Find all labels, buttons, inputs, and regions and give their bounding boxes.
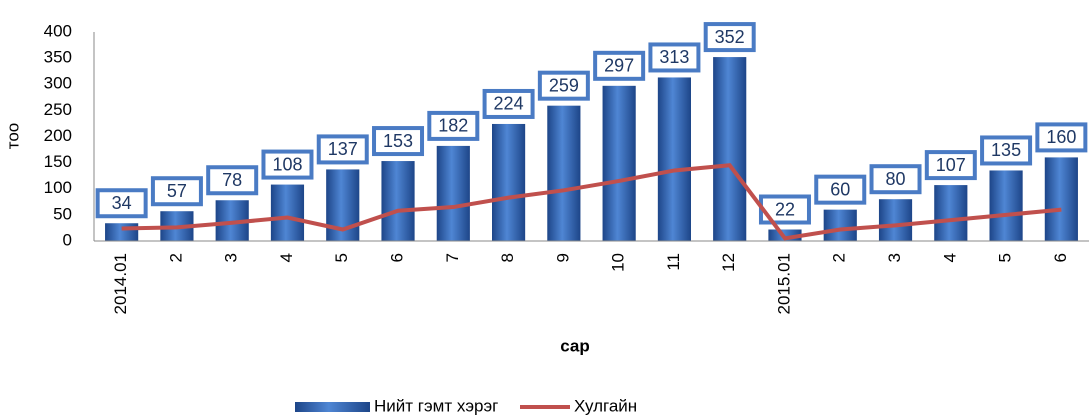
bar <box>823 209 857 241</box>
value-label-box <box>703 22 756 53</box>
value-label-box <box>372 126 425 157</box>
value-label-box <box>95 188 148 219</box>
bar <box>492 123 526 241</box>
x-tick-label: 12 <box>719 253 738 272</box>
x-axis-label: сар <box>560 336 590 355</box>
value-label-box <box>427 110 480 141</box>
x-tick-label: 9 <box>553 253 572 262</box>
value-label-box <box>869 164 922 195</box>
value-label: 224 <box>494 94 524 114</box>
value-label-box <box>814 174 867 205</box>
value-label-box <box>648 42 701 73</box>
x-tick-label: 7 <box>443 253 462 262</box>
bar <box>436 145 470 241</box>
y-tick-label: 150 <box>44 152 72 171</box>
x-tick-label: 2 <box>830 253 849 262</box>
y-tick-label: 200 <box>44 126 72 145</box>
value-label-box <box>261 149 314 180</box>
x-tick-label: 11 <box>664 253 683 271</box>
y-tick-label: 350 <box>44 48 72 67</box>
value-label: 160 <box>1046 127 1076 147</box>
value-label: 22 <box>775 199 795 219</box>
bar <box>381 161 415 241</box>
x-tick-label: 3 <box>885 253 904 262</box>
value-label: 108 <box>272 154 302 174</box>
value-label-box <box>537 70 590 101</box>
y-tick-label: 300 <box>44 74 72 93</box>
bar <box>547 105 581 241</box>
value-label: 135 <box>991 140 1021 160</box>
line <box>121 163 1062 241</box>
value-label: 297 <box>604 56 634 76</box>
x-tick-label: 2015.01 <box>774 253 793 314</box>
value-label: 259 <box>549 75 579 95</box>
value-label: 137 <box>328 139 358 159</box>
value-label: 80 <box>886 169 906 189</box>
x-tick-label: 6 <box>388 253 407 262</box>
bar <box>713 57 747 241</box>
bar <box>1044 157 1078 241</box>
x-tick-label: 5 <box>332 253 351 262</box>
bar <box>934 185 968 241</box>
x-tick-label: 6 <box>1051 253 1070 262</box>
bar <box>657 77 691 242</box>
bar <box>270 184 305 241</box>
x-tick-label: 4 <box>277 253 296 262</box>
value-label-box <box>924 150 977 181</box>
value-label: 313 <box>659 47 689 67</box>
y-axis-label: тоо <box>3 123 22 150</box>
y-tick-label: 0 <box>63 230 72 249</box>
x-tick-label: 10 <box>609 253 628 272</box>
value-label: 182 <box>438 116 468 136</box>
value-label: 107 <box>936 155 966 175</box>
value-label: 153 <box>383 131 413 151</box>
bar <box>989 170 1023 241</box>
y-tick-label: 400 <box>44 21 72 40</box>
legend-label: Нийт гэмт хэрэг <box>374 396 498 415</box>
value-label-box <box>206 165 259 196</box>
value-label-box <box>593 50 646 81</box>
x-tick-label: 2 <box>166 253 185 262</box>
value-label-box <box>1035 122 1088 153</box>
legend-swatch <box>295 402 370 412</box>
value-label-box <box>980 135 1033 166</box>
value-label: 352 <box>715 27 745 47</box>
x-tick-label: 5 <box>996 253 1015 262</box>
value-label: 34 <box>112 193 132 213</box>
y-tick-label: 250 <box>44 100 72 119</box>
bar <box>878 199 913 241</box>
x-tick-label: 8 <box>498 253 517 262</box>
value-label-box <box>482 88 535 119</box>
value-label: 57 <box>167 181 187 201</box>
x-tick-label: 2014.01 <box>111 253 130 314</box>
x-tick-label: 4 <box>940 253 959 262</box>
value-label-box <box>150 176 203 207</box>
bar <box>105 223 139 241</box>
value-label: 78 <box>222 170 242 190</box>
y-tick-label: 50 <box>53 204 72 223</box>
legend-label: Хулгайн <box>574 396 637 415</box>
bar <box>602 85 636 241</box>
y-tick-label: 100 <box>44 178 72 197</box>
x-tick-label: 3 <box>222 253 241 262</box>
value-label-box <box>316 134 369 165</box>
value-label: 60 <box>830 179 850 199</box>
